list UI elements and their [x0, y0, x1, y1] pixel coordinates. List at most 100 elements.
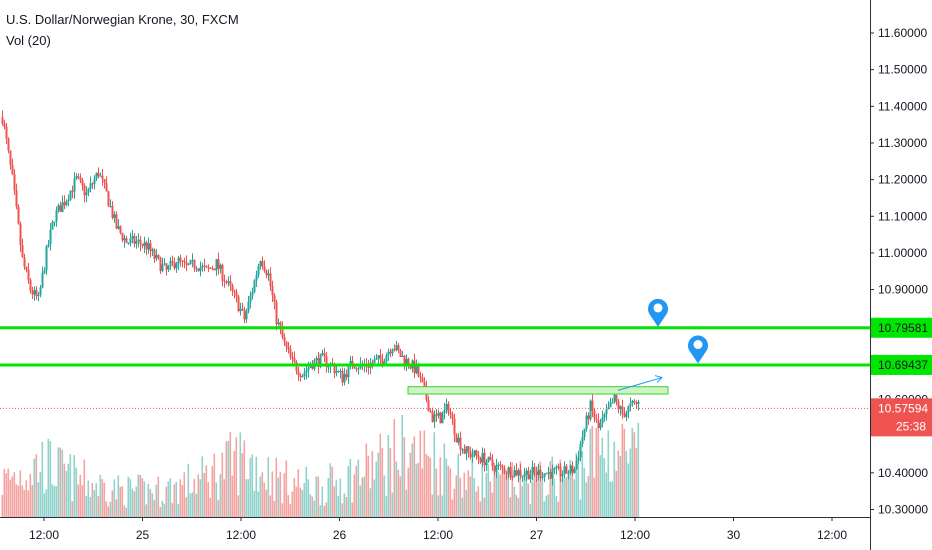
candle-body	[409, 366, 412, 369]
candle-body	[607, 407, 610, 410]
volume-bar	[597, 420, 600, 517]
candle-body	[627, 406, 630, 413]
arrowhead-icon	[654, 375, 663, 383]
price-tick-label: 11.10000	[878, 209, 927, 223]
candle-body	[133, 235, 136, 244]
volume-bar	[71, 501, 74, 517]
volume-bar	[637, 422, 640, 517]
location-pin-icon[interactable]	[688, 335, 708, 364]
candle-body	[251, 291, 254, 296]
volume-bar	[49, 441, 52, 517]
drawings[interactable]	[0, 298, 870, 409]
volume-bar	[421, 468, 424, 517]
candle-body	[9, 150, 12, 165]
candle-body	[295, 361, 298, 372]
volume-bar	[221, 452, 224, 517]
candle-body	[537, 469, 540, 476]
candle-body	[385, 355, 388, 362]
volume-bar	[135, 486, 138, 517]
candle-body	[257, 266, 260, 276]
volume-bar	[425, 453, 428, 517]
volume-bar	[211, 466, 214, 517]
volume-bar	[511, 462, 514, 517]
volume-bar	[537, 465, 540, 517]
candle-body	[117, 226, 120, 229]
candle-body	[213, 268, 216, 271]
candle-body	[453, 418, 456, 435]
volume-bar	[131, 488, 134, 517]
time-axis[interactable]: 12:00 25 12:00 26 12:00 27 12:00 30 12:00	[0, 517, 870, 550]
candle-body	[545, 473, 548, 475]
candle-body	[261, 261, 264, 267]
volume-bar	[609, 481, 612, 517]
volume-bar	[349, 458, 352, 517]
volume-bar	[299, 487, 302, 517]
support-zone[interactable]	[407, 386, 669, 395]
volume-bar	[153, 500, 156, 517]
time-tick-label: 12:00	[620, 528, 650, 542]
candle-body	[433, 414, 436, 422]
chart-legend: U.S. Dollar/Norwegian Krone, 30, FXCM Vo…	[6, 9, 239, 51]
candle-body	[343, 374, 346, 383]
candle-body	[635, 402, 638, 404]
candle-body	[533, 466, 536, 472]
candle-body	[183, 260, 186, 262]
volume-bar	[199, 479, 202, 517]
volume-bar	[371, 451, 374, 517]
candle-body	[203, 265, 206, 267]
volume-bar	[111, 490, 114, 517]
candle-body	[63, 202, 66, 205]
candle-body	[599, 423, 602, 428]
price-axis[interactable]: 11.60000 11.50000 11.40000 11.30000 11.20000…	[870, 0, 932, 550]
volume-bar	[579, 499, 582, 517]
volume-bar	[549, 460, 552, 517]
candle-body	[345, 374, 348, 378]
volume-bar	[247, 479, 250, 517]
location-pin-icon[interactable]	[648, 298, 668, 327]
candle-body	[581, 437, 584, 444]
candle-body	[283, 337, 286, 342]
volume-bar	[587, 475, 590, 517]
candle-body	[195, 268, 198, 270]
candle-body	[103, 179, 106, 183]
candle-body	[153, 249, 156, 259]
volume-bar	[7, 468, 10, 517]
volume-bar	[177, 504, 180, 517]
volume-bar	[227, 440, 230, 517]
candle-body	[229, 281, 232, 286]
candle-body	[235, 292, 238, 297]
volume-bar	[333, 486, 336, 517]
volume-bar	[335, 479, 338, 517]
candle-body	[93, 178, 96, 184]
volume-bar	[403, 437, 406, 517]
candle-body	[521, 475, 524, 477]
candle-body	[53, 221, 56, 223]
volume-bar	[621, 423, 624, 517]
volume-indicator-label[interactable]: Vol (20)	[6, 33, 51, 48]
candle-body	[269, 273, 272, 287]
candle-body	[497, 464, 500, 466]
candle-body	[565, 466, 568, 474]
candle-body	[477, 455, 480, 459]
volume-bar	[175, 481, 178, 517]
volume-bar	[527, 483, 530, 517]
candle-body	[191, 259, 194, 261]
candle-body	[249, 295, 252, 302]
candle-body	[301, 376, 304, 378]
projection-arrow[interactable]	[617, 377, 663, 391]
volume-bar	[437, 495, 440, 517]
volume-bar	[301, 490, 304, 517]
volume-bar	[491, 492, 494, 517]
volume-bar	[509, 497, 512, 517]
symbol-title[interactable]: U.S. Dollar/Norwegian Krone, 30, FXCM	[6, 12, 239, 27]
volume-bar	[627, 463, 630, 517]
volume-bar	[585, 482, 588, 517]
volume-bar	[487, 464, 490, 517]
candle-body	[491, 459, 494, 467]
candle-body	[377, 355, 380, 359]
price-tick-label: 10.30000	[878, 503, 928, 517]
candle-body	[509, 467, 512, 478]
candle-body	[217, 259, 220, 269]
